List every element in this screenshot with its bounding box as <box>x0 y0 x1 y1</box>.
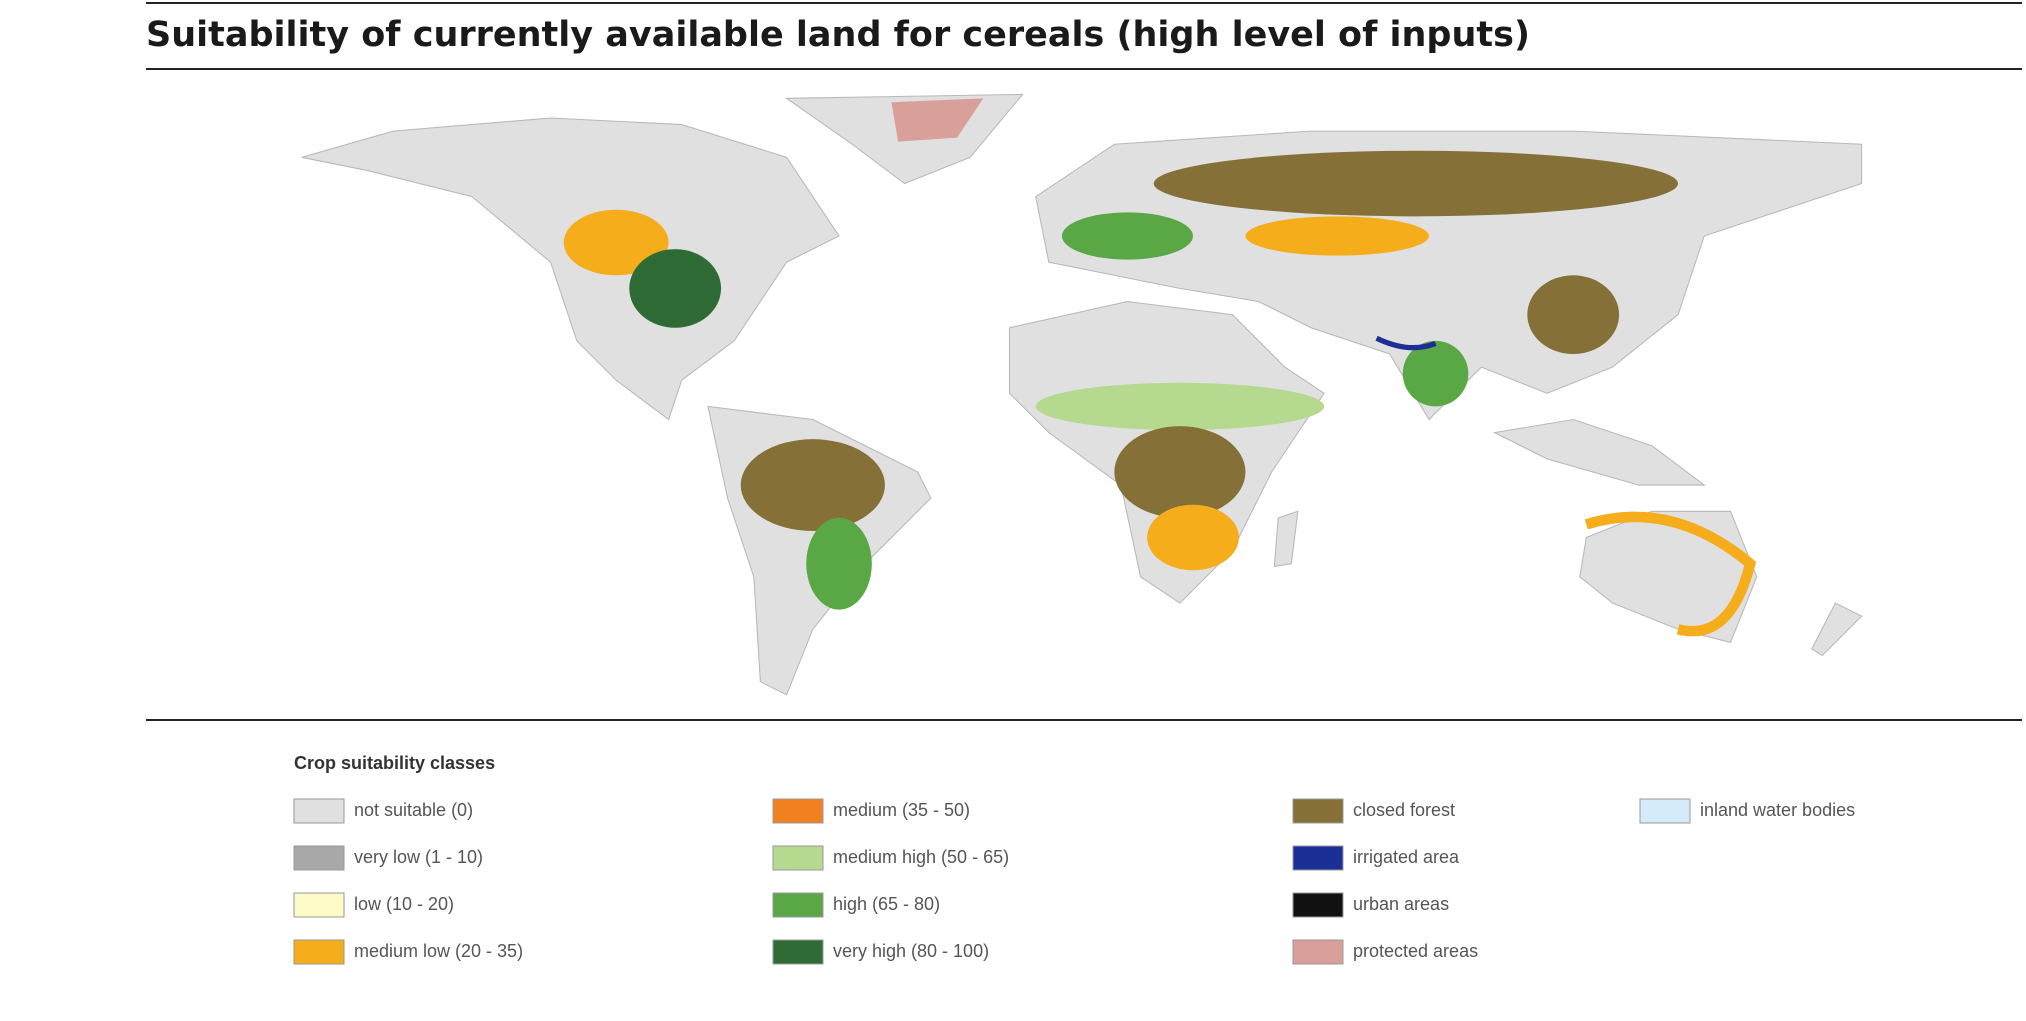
title: Suitability of currently available land … <box>146 15 1530 55</box>
legend-swatch <box>1639 798 1691 824</box>
legend-label: not suitable (0) <box>354 800 473 820</box>
legend-label: very low (1 - 10) <box>354 847 483 867</box>
legend-swatch <box>1292 939 1344 965</box>
legend-label: medium high (50 - 65) <box>833 847 1009 867</box>
legend-swatch <box>293 939 345 965</box>
legend-label: inland water bodies <box>1700 800 1855 820</box>
legend-label: irrigated area <box>1353 847 1460 867</box>
legend-label: low (10 - 20) <box>354 894 454 914</box>
legend-title: Crop suitability classes <box>294 753 495 773</box>
legend-label: closed forest <box>1353 800 1455 820</box>
legend-label: medium low (20 - 35) <box>354 941 523 961</box>
legend-label: protected areas <box>1353 941 1478 961</box>
legend-swatch <box>1292 798 1344 824</box>
legend-label: high (65 - 80) <box>833 894 940 914</box>
legend-swatch <box>293 798 345 824</box>
legend-swatch <box>772 892 824 918</box>
legend-swatch <box>293 845 345 871</box>
legend-swatch <box>1292 845 1344 871</box>
legend-swatch <box>772 939 824 965</box>
legend-swatch <box>772 845 824 871</box>
legend: not suitable (0) very low (1 - 10) low (10… <box>293 798 1855 965</box>
world-map <box>301 93 1863 696</box>
legend-label: very high (80 - 100) <box>833 941 989 961</box>
legend-swatch <box>772 798 824 824</box>
legend-label: medium (35 - 50) <box>833 800 970 820</box>
legend-label: urban areas <box>1353 894 1449 914</box>
legend-swatch <box>1292 892 1344 918</box>
legend-swatch <box>293 892 345 918</box>
